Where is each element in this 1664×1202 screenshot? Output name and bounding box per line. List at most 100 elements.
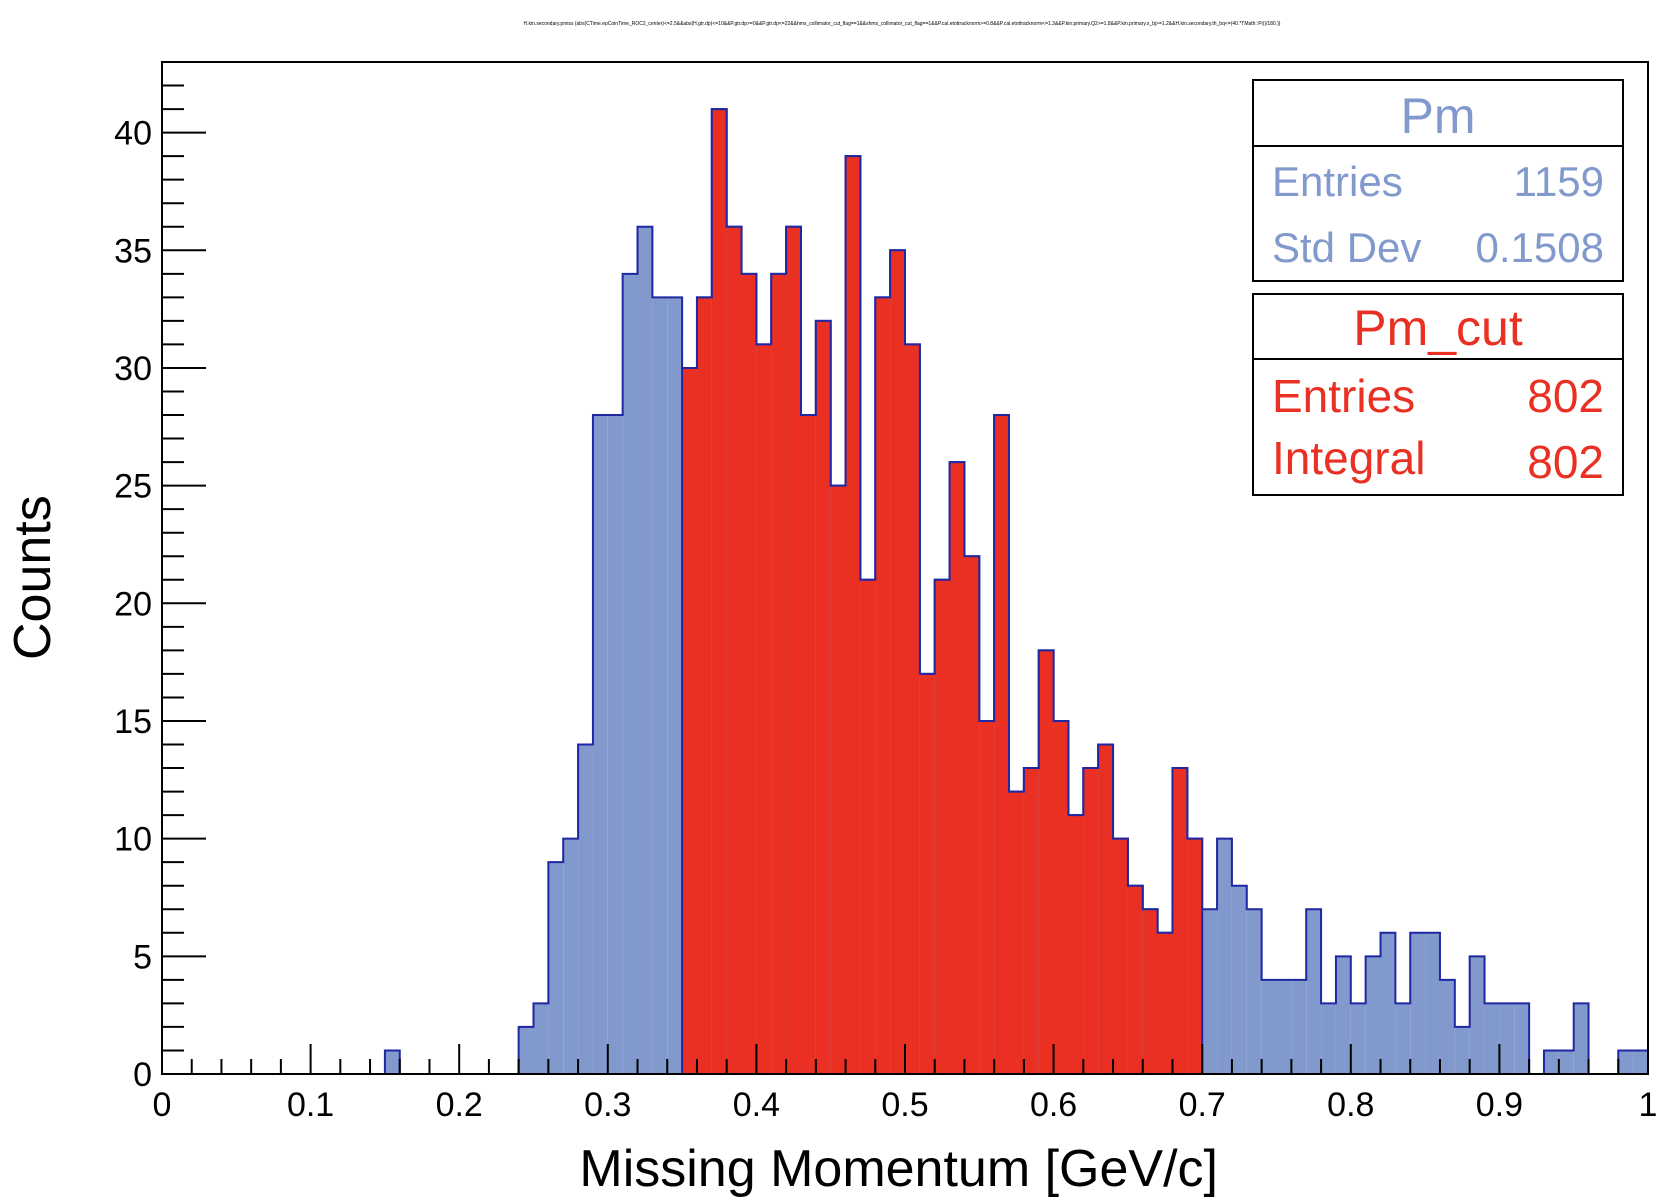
bar-pm-cut (1187, 838, 1203, 1074)
bar-pm (1618, 1050, 1634, 1074)
bar-pm (1231, 885, 1247, 1074)
bar-pm (1365, 956, 1381, 1074)
stats-label-entries-cut: Entries (1272, 370, 1415, 422)
bar-pm (1202, 909, 1218, 1074)
y-tick-label: 35 (114, 232, 152, 270)
stats-title-pm-cut: Pm_cut (1353, 300, 1523, 356)
bar-pm (1558, 1050, 1574, 1074)
bar-pm (637, 226, 653, 1074)
y-tick-label: 0 (133, 1056, 152, 1094)
bar-pm-cut (845, 156, 861, 1075)
stats-value-stddev: 0.1508 (1476, 224, 1604, 271)
bar-pm-cut (919, 673, 935, 1074)
bar-pm-cut (1098, 744, 1114, 1074)
bar-pm (1291, 979, 1307, 1074)
bar-pm-cut (682, 367, 697, 1074)
bar-pm-cut (1113, 838, 1128, 1074)
x-axis-title: Missing Momentum [GeV/c] (579, 1140, 1218, 1198)
bar-pm (1410, 932, 1426, 1074)
bar-pm-cut (741, 273, 757, 1074)
bar-pm (1454, 1026, 1470, 1074)
y-tick-label: 40 (114, 115, 152, 153)
bar-pm (1321, 1003, 1336, 1074)
x-tick-label: 0.8 (1327, 1086, 1374, 1124)
bar-pm-cut (815, 320, 831, 1074)
y-tick-label: 5 (133, 938, 152, 976)
bar-pm-cut (1038, 650, 1054, 1074)
stats-box-pm-cut: Pm_cut Entries 802 Integral 802 (1252, 293, 1624, 496)
bar-pm (563, 838, 579, 1074)
stats-value-entries-cut: 802 (1527, 370, 1604, 422)
bar-pm-cut (1142, 909, 1158, 1074)
bar-pm (1633, 1050, 1648, 1074)
bar-pm (1217, 838, 1232, 1074)
x-axis: 0 0.1 0.2 0.3 0.4 0.5 0.6 0.7 0.8 0.9 1 (153, 1044, 1657, 1124)
bar-pm (533, 1003, 549, 1074)
x-tick-label: 0 (153, 1086, 172, 1124)
bar-pm-cut (1009, 791, 1024, 1074)
bar-pm (384, 1050, 400, 1074)
bar-pm-cut (1083, 768, 1099, 1074)
bar-pm (1439, 979, 1455, 1074)
bar-pm-cut (1172, 768, 1188, 1074)
bar-pm-cut (726, 226, 742, 1074)
y-tick-label: 15 (114, 703, 152, 741)
outline-pm-cut (681, 108, 1204, 1074)
bar-pm-cut (860, 579, 876, 1074)
bar-pm-cut (800, 415, 816, 1074)
bar-pm (592, 415, 608, 1074)
bar-pm-cut (696, 297, 712, 1074)
stats-value-integral: 802 (1527, 436, 1604, 488)
x-tick-label: 0.6 (1030, 1086, 1077, 1124)
bar-pm (1276, 979, 1292, 1074)
bar-pm (667, 297, 683, 1074)
stats-label-stddev: Std Dev (1272, 224, 1421, 271)
x-tick-label: 0.2 (436, 1086, 483, 1124)
bar-pm (578, 744, 593, 1074)
y-tick-label: 10 (114, 821, 152, 859)
y-tick-label: 25 (114, 468, 152, 506)
bar-pm (622, 273, 638, 1074)
bar-pm (1380, 932, 1396, 1074)
stats-title-pm: Pm (1401, 88, 1476, 144)
series-pm-cut (681, 108, 1204, 1075)
x-tick-label: 0.7 (1179, 1086, 1226, 1124)
x-tick-label: 0.4 (733, 1086, 780, 1124)
bar-pm (518, 1026, 534, 1074)
bar-pm-cut (830, 485, 846, 1074)
bar-pm-cut (1023, 768, 1039, 1074)
bar-pm-cut (949, 462, 965, 1074)
bar-pm-cut (934, 579, 950, 1074)
bar-pm (652, 297, 668, 1074)
bar-pm-cut (964, 556, 980, 1074)
bar-pm-cut (979, 720, 995, 1074)
x-tick-label: 0.5 (881, 1086, 928, 1124)
bar-pm-cut (1068, 815, 1084, 1074)
stats-value-entries: 1159 (1514, 158, 1604, 205)
bar-pm-cut (756, 344, 772, 1075)
bar-pm (1543, 1050, 1559, 1074)
bar-pm (1261, 979, 1277, 1074)
bar-pm-cut (771, 273, 787, 1074)
bar-pm (1484, 1003, 1500, 1074)
bar-pm (1335, 956, 1351, 1074)
bar-pm-cut (1053, 720, 1069, 1074)
bar-pm (1246, 909, 1262, 1074)
x-tick-label: 0.3 (584, 1086, 631, 1124)
bar-pm (1425, 932, 1440, 1074)
bar-pm (1573, 1003, 1589, 1074)
bar-pm (1514, 1003, 1530, 1074)
y-axis-title: Counts (4, 495, 62, 660)
bar-pm-cut (1157, 932, 1173, 1074)
stats-label-entries: Entries (1272, 158, 1403, 205)
bar-pm-cut (786, 226, 801, 1074)
bar-pm-cut (1127, 885, 1143, 1074)
bar-pm-cut (875, 297, 891, 1074)
bar-pm-cut (711, 109, 727, 1075)
stats-box-pm: Pm Entries 1159 Std Dev 0.1508 (1252, 79, 1624, 282)
bar-pm-cut (905, 344, 920, 1075)
y-axis: 0 5 10 15 20 25 30 35 40 (114, 61, 206, 1094)
bar-pm (1350, 1003, 1366, 1074)
bar-pm (607, 415, 623, 1074)
